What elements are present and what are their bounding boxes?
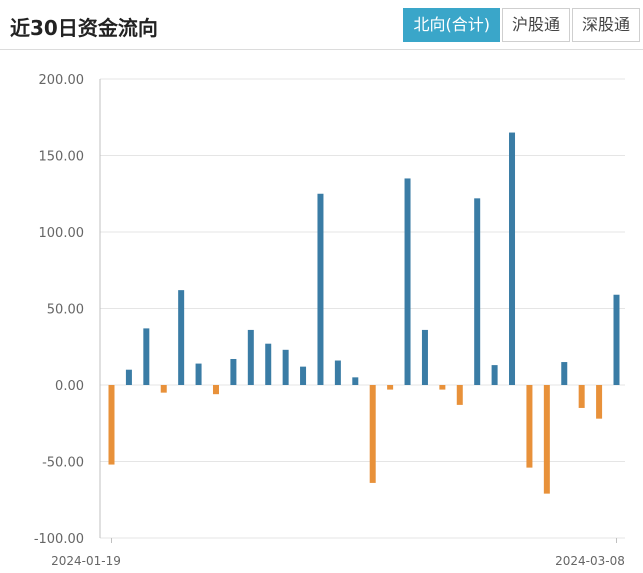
bar	[561, 362, 568, 385]
bar	[300, 366, 307, 385]
tab-shenzhen-connect[interactable]: 深股通	[571, 8, 640, 42]
bar	[491, 365, 498, 385]
bar	[613, 294, 620, 385]
bar	[456, 385, 463, 405]
bar	[421, 329, 428, 385]
bar	[108, 385, 115, 465]
bar	[247, 329, 254, 385]
header: 近30日资金流向 北向(合计) 沪股通 深股通	[0, 0, 643, 50]
bar	[526, 385, 533, 468]
y-tick-label: 100.00	[39, 226, 85, 241]
bar	[265, 343, 272, 385]
bar	[317, 193, 324, 385]
y-tick-label: 150.00	[39, 150, 85, 165]
bar	[195, 363, 202, 385]
page-title: 近30日资金流向	[10, 16, 158, 40]
bar	[352, 377, 359, 385]
bar	[369, 385, 376, 483]
bar	[439, 385, 446, 390]
y-tick-label: -50.00	[42, 456, 84, 471]
bar	[596, 385, 603, 419]
tab-northbound-total[interactable]: 北向(合计)	[403, 8, 500, 42]
bar	[212, 385, 219, 395]
bar	[509, 132, 516, 385]
tab-group: 北向(合计) 沪股通 深股通	[401, 8, 640, 42]
tab-shanghai-connect[interactable]: 沪股通	[501, 8, 570, 42]
bar	[178, 290, 185, 385]
x-label-start-date: 2024-01-19	[51, 554, 121, 568]
x-label-end-date: 2024-03-08	[555, 554, 625, 568]
bar	[387, 385, 394, 390]
bar	[578, 385, 585, 408]
bar	[160, 385, 167, 393]
bar	[282, 349, 289, 385]
bar	[543, 385, 550, 494]
bar	[125, 369, 132, 385]
bar	[474, 198, 481, 385]
y-tick-label: 200.00	[39, 73, 85, 88]
bar	[230, 358, 237, 385]
capital-flow-chart: 200.00 150.00 100.00 50.00 0.00 -50.00 -100.00…	[34, 73, 625, 568]
y-tick-label: 0.00	[55, 379, 84, 394]
bar	[334, 360, 341, 385]
y-tick-label: -100.00	[34, 532, 84, 547]
bar	[404, 178, 411, 385]
y-tick-label: 50.00	[47, 303, 84, 318]
bar	[143, 328, 150, 385]
